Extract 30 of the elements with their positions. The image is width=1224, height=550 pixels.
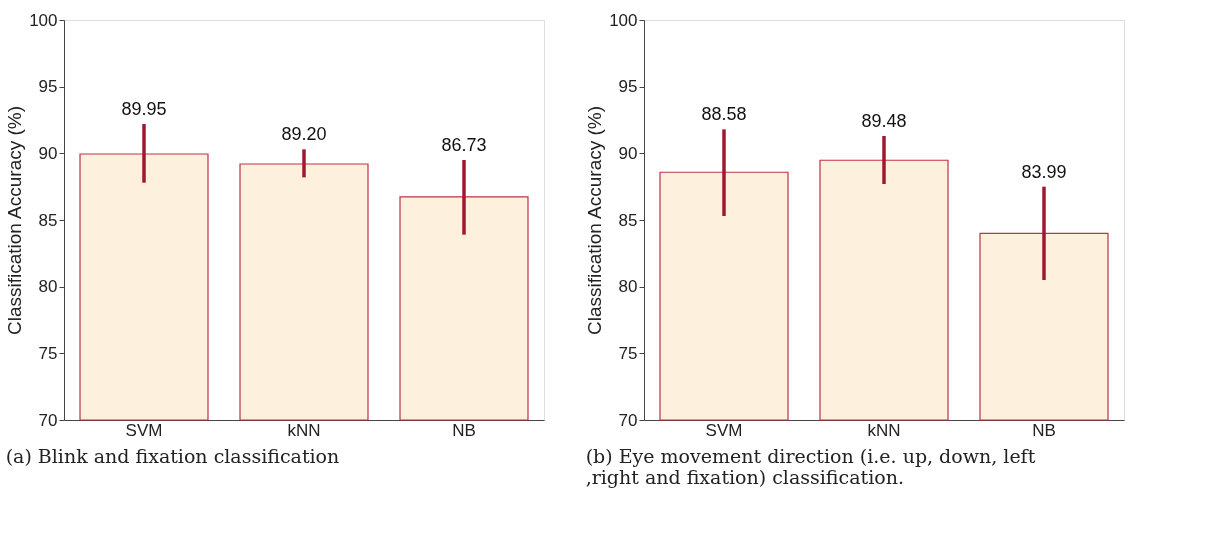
y-tick-label: 75: [38, 343, 58, 363]
text: (b) Eye movement direction (i.e. up, down, left ,right and fixation) classification.: [585, 445, 1036, 488]
data-label: 86.73: [441, 135, 487, 155]
y-tick-label: 100: [29, 10, 58, 30]
x-tick-label: kNN: [867, 420, 901, 440]
data-label: 89.20: [281, 124, 327, 145]
y-tick-label: 85: [618, 210, 638, 230]
data-label: 88.58: [701, 104, 747, 125]
x-tick-label: kNN: [287, 420, 321, 440]
y-tick-label: 80: [38, 277, 58, 297]
x-tick-label: NB: [1032, 420, 1056, 440]
data-label: 83.99: [1021, 161, 1067, 182]
y-tick-label: 80: [618, 277, 638, 297]
y-tick-label: 100: [609, 10, 638, 30]
data-label: 89.95: [121, 99, 167, 119]
x-tick-label: NB: [452, 420, 476, 440]
x-tick-label: SVM: [125, 420, 163, 440]
y-tick-label: 75: [618, 343, 638, 363]
y-tick-label: 90: [38, 143, 58, 163]
y-tick-label: 95: [38, 77, 58, 97]
y-axis-title: Classification Accuracy (%): [584, 105, 606, 336]
y-tick-label: 70: [618, 410, 638, 430]
y-axis-title: Classification Accuracy (%): [4, 105, 26, 336]
y-tick-label: 95: [618, 77, 638, 97]
x-tick-label: SVM: [705, 420, 743, 440]
y-tick-label: 70: [38, 410, 58, 430]
data-label: 89.48: [861, 111, 907, 131]
y-tick-label: 90: [618, 143, 638, 163]
y-tick-label: 85: [38, 210, 58, 230]
text: (a) Blink and fixation classification: [5, 445, 340, 467]
